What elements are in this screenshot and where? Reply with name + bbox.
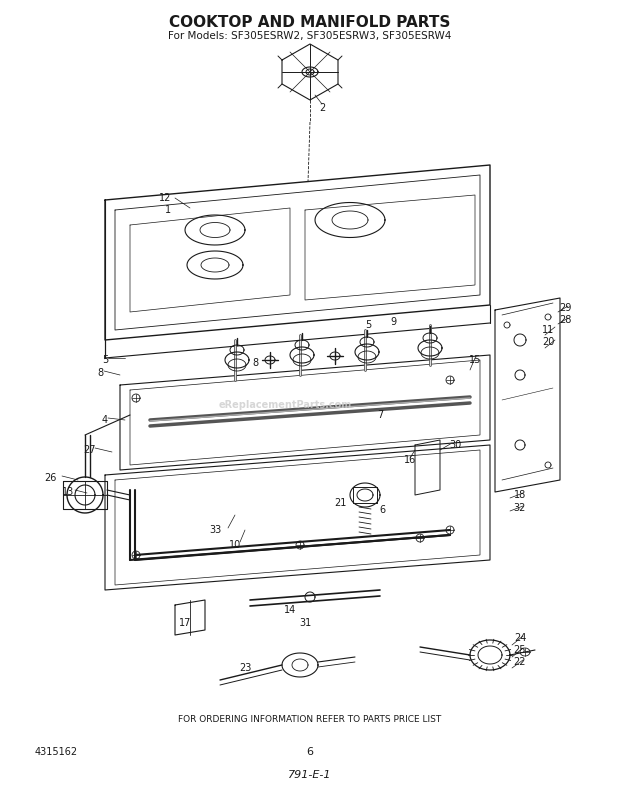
Text: 30: 30 bbox=[449, 440, 461, 450]
Text: 9: 9 bbox=[390, 317, 396, 327]
Text: 32: 32 bbox=[514, 503, 526, 513]
Text: 8: 8 bbox=[97, 368, 103, 378]
Text: 4: 4 bbox=[102, 415, 108, 425]
Text: 24: 24 bbox=[514, 633, 526, 643]
Text: 17: 17 bbox=[179, 618, 191, 628]
Text: 791-E-1: 791-E-1 bbox=[288, 770, 332, 780]
Text: 15: 15 bbox=[469, 355, 481, 365]
Text: 10: 10 bbox=[229, 540, 241, 550]
Text: 22: 22 bbox=[514, 657, 526, 667]
Text: 25: 25 bbox=[514, 645, 526, 655]
Text: 21: 21 bbox=[334, 498, 346, 508]
Text: 23: 23 bbox=[239, 663, 251, 673]
Text: 2: 2 bbox=[319, 103, 325, 113]
Text: eReplacementParts.com: eReplacementParts.com bbox=[218, 400, 352, 410]
Text: 28: 28 bbox=[559, 315, 571, 325]
Text: For Models: SF305ESRW2, SF305ESRW3, SF305ESRW4: For Models: SF305ESRW2, SF305ESRW3, SF30… bbox=[168, 31, 452, 41]
Text: 33: 33 bbox=[209, 525, 221, 535]
Text: FOR ORDERING INFORMATION REFER TO PARTS PRICE LIST: FOR ORDERING INFORMATION REFER TO PARTS … bbox=[179, 716, 441, 724]
Text: 8: 8 bbox=[252, 358, 258, 368]
Text: 4315162: 4315162 bbox=[35, 747, 78, 757]
Text: 16: 16 bbox=[404, 455, 416, 465]
Text: 13: 13 bbox=[62, 487, 74, 497]
Text: 6: 6 bbox=[379, 505, 385, 515]
Text: 11: 11 bbox=[542, 325, 554, 335]
Text: 7: 7 bbox=[377, 410, 383, 420]
Text: COOKTOP AND MANIFOLD PARTS: COOKTOP AND MANIFOLD PARTS bbox=[169, 14, 451, 29]
Text: 5: 5 bbox=[102, 355, 108, 365]
Text: 6: 6 bbox=[306, 747, 314, 757]
Text: 27: 27 bbox=[84, 445, 96, 455]
Text: 14: 14 bbox=[284, 605, 296, 615]
Text: 12: 12 bbox=[159, 193, 171, 203]
Text: 20: 20 bbox=[542, 337, 554, 347]
Text: 29: 29 bbox=[559, 303, 571, 313]
Text: 1: 1 bbox=[165, 205, 171, 215]
Text: 5: 5 bbox=[365, 320, 371, 330]
Text: 26: 26 bbox=[44, 473, 56, 483]
Text: 18: 18 bbox=[514, 490, 526, 500]
Text: 31: 31 bbox=[299, 618, 311, 628]
